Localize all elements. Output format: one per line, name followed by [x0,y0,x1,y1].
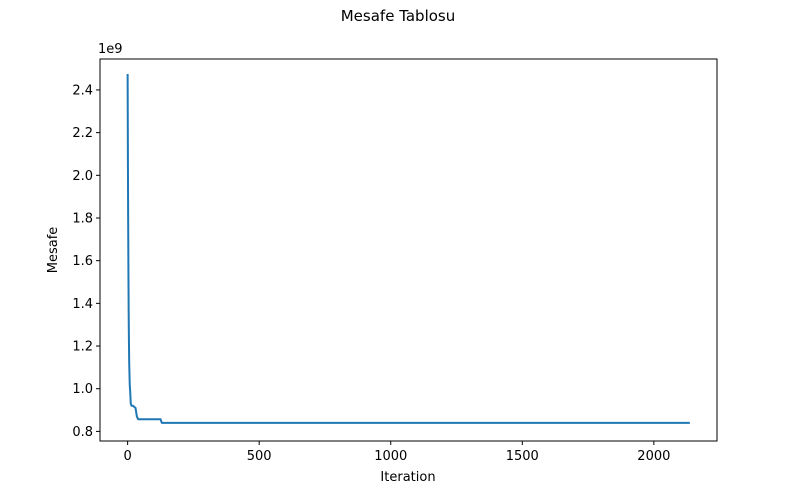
y-tick-label: 0.8 [72,425,93,440]
y-tick-label: 1.8 [72,211,93,226]
y-tick-label: 1.6 [72,254,93,269]
x-tick-label: 2000 [637,449,670,464]
y-tick-label: 1.2 [72,340,93,355]
y-tick-label: 1.4 [72,297,93,312]
series-line [126,74,690,424]
y-tick-label: 1.0 [72,382,93,397]
y-axis-label: Mesafe [46,227,61,274]
y-ticks: 0.8 1.0 1.2 1.4 1.6 1.8 2.0 2.2 2.4 [72,83,100,440]
chart-title: Mesafe Tablosu [341,7,456,25]
x-tick-label: 1000 [374,449,407,464]
plot-background [100,59,717,441]
y-tick-label: 2.2 [72,126,93,141]
y-tick-label: 2.0 [72,169,93,184]
x-ticks: 0 500 1000 1500 2000 [123,441,670,464]
x-tick-label: 500 [247,449,272,464]
series-layer [126,74,690,424]
y-offset-label: 1e9 [98,42,123,57]
x-tick-label: 0 [123,449,131,464]
y-tick-label: 2.4 [72,83,93,98]
x-axis-label: Iteration [380,470,435,485]
plot-frame [99,58,718,442]
x-tick-label: 1500 [506,449,539,464]
